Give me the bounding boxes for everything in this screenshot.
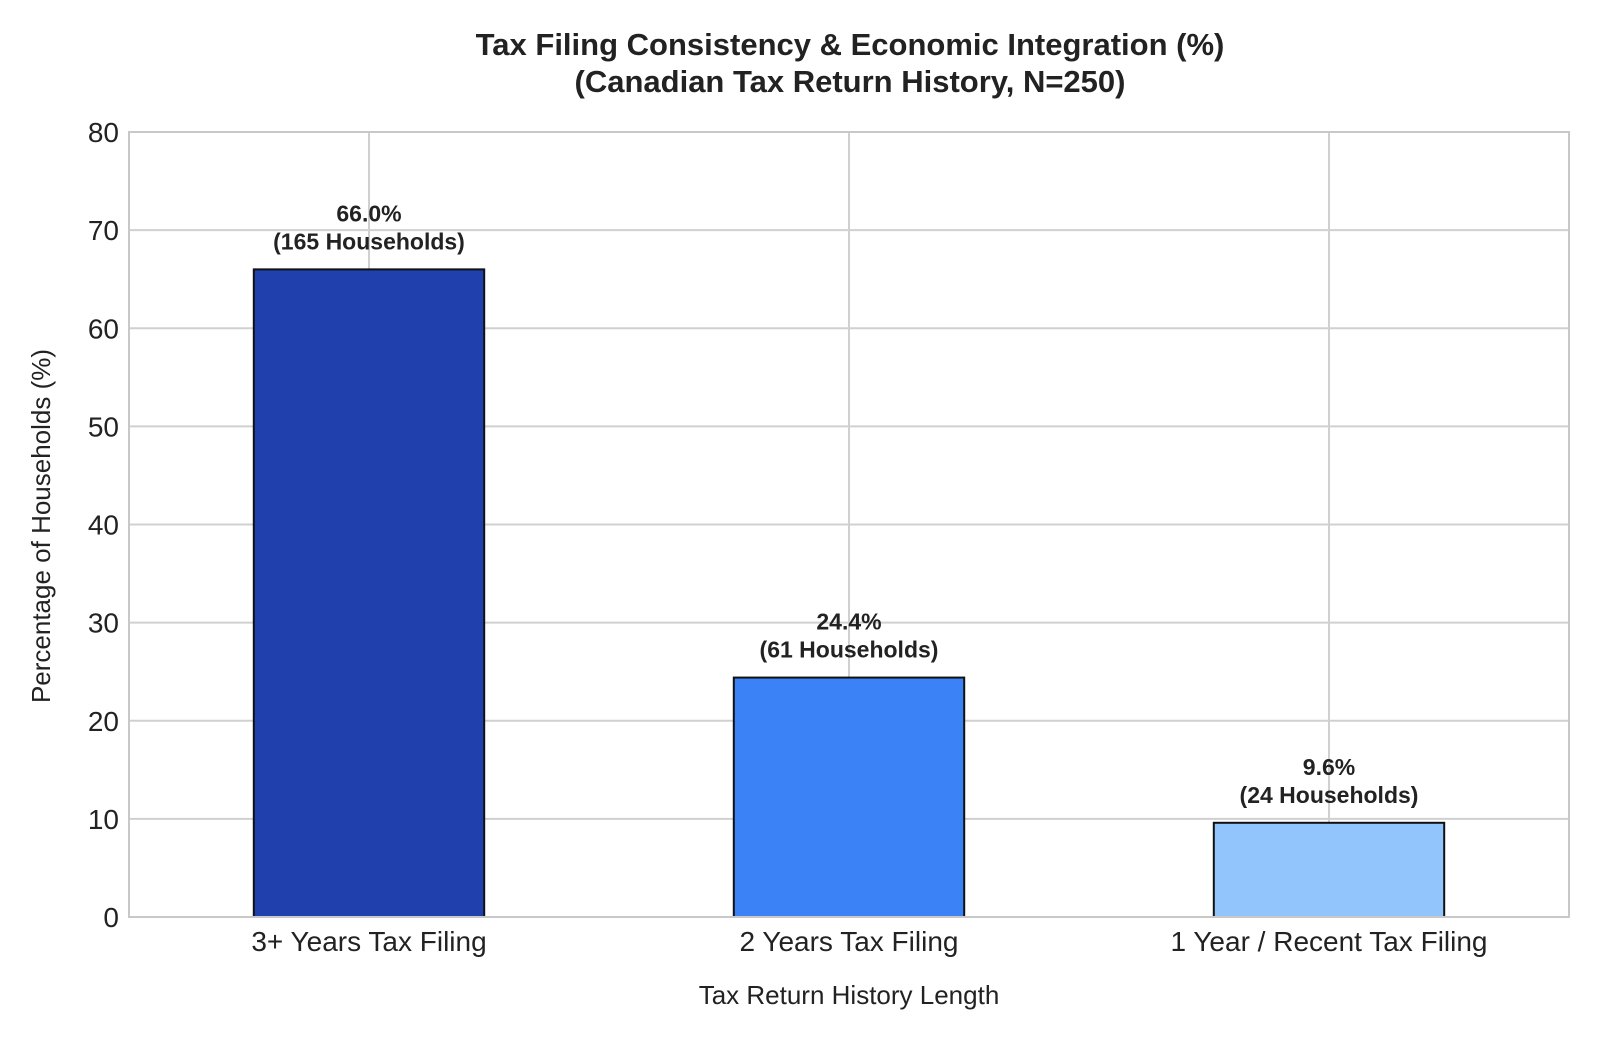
bar-count-label: (61 Households) xyxy=(760,637,939,663)
y-tick-label: 80 xyxy=(88,117,119,148)
x-tick-layer: 3+ Years Tax Filing 2 Years Tax Filing 1 Y… xyxy=(251,926,1487,957)
bar-value-label: 66.0% xyxy=(336,200,401,226)
y-tick-label: 70 xyxy=(88,215,119,246)
plot-frame xyxy=(128,131,1570,918)
y-tick-label: 10 xyxy=(88,804,119,835)
y-tick-label: 40 xyxy=(88,510,119,541)
y-tick-label: 0 xyxy=(103,902,119,933)
y-tick-label: 60 xyxy=(88,313,119,344)
bar-value-label: 9.6% xyxy=(1303,754,1355,780)
y-tick-layer: 0 10 20 30 40 50 60 70 80 xyxy=(88,117,119,933)
data-label-layer: 66.0%(165 Households) 24.4%(61 Households… xyxy=(273,200,1418,807)
y-tick-label: 20 xyxy=(88,706,119,737)
bar xyxy=(732,676,966,919)
x-axis-label: Tax Return History Length xyxy=(699,980,1000,1010)
bar xyxy=(1212,821,1446,918)
bar xyxy=(252,268,486,918)
chart-title: Tax Filing Consistency & Economic Integr… xyxy=(476,27,1225,62)
chart-subtitle: (Canadian Tax Return History, N=250) xyxy=(575,64,1126,99)
bar-count-label: (24 Households) xyxy=(1240,782,1419,808)
y-axis-label: Percentage of Households (%) xyxy=(26,349,56,703)
bar-value-label: 24.4% xyxy=(816,609,881,635)
bar-layer xyxy=(252,268,1446,919)
y-tick-label: 30 xyxy=(88,608,119,639)
x-tick-label: 1 Year / Recent Tax Filing xyxy=(1170,926,1487,957)
x-tick-label: 2 Years Tax Filing xyxy=(740,926,959,957)
x-tick-label: 3+ Years Tax Filing xyxy=(251,926,486,957)
y-tick-label: 50 xyxy=(88,411,119,442)
bar-count-label: (165 Households) xyxy=(273,228,465,254)
